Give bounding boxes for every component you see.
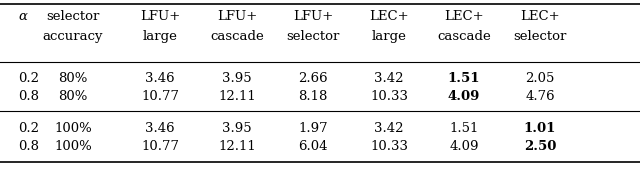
Text: selector: selector	[513, 30, 566, 43]
Text: 3.42: 3.42	[374, 72, 404, 85]
Text: LFU+: LFU+	[217, 10, 257, 23]
Text: large: large	[143, 30, 177, 43]
Text: α: α	[18, 10, 27, 23]
Text: 12.11: 12.11	[218, 140, 256, 153]
Text: 3.95: 3.95	[222, 122, 252, 135]
Text: 3.46: 3.46	[145, 72, 175, 85]
Text: large: large	[372, 30, 406, 43]
Text: 10.77: 10.77	[141, 90, 179, 103]
Text: 4.76: 4.76	[525, 90, 555, 103]
Text: 2.50: 2.50	[524, 140, 556, 153]
Text: 0.2: 0.2	[18, 72, 39, 85]
Text: 12.11: 12.11	[218, 90, 256, 103]
Text: LEC+: LEC+	[520, 10, 560, 23]
Text: 0.8: 0.8	[18, 140, 39, 153]
Text: 10.33: 10.33	[370, 140, 408, 153]
Text: 10.77: 10.77	[141, 140, 179, 153]
Text: 100%: 100%	[54, 140, 92, 153]
Text: 1.51: 1.51	[449, 122, 479, 135]
Text: 1.97: 1.97	[298, 122, 328, 135]
Text: LEC+: LEC+	[369, 10, 409, 23]
Text: 2.05: 2.05	[525, 72, 555, 85]
Text: selector: selector	[286, 30, 340, 43]
Text: selector: selector	[46, 10, 100, 23]
Text: 0.8: 0.8	[18, 90, 39, 103]
Text: 4.09: 4.09	[449, 140, 479, 153]
Text: cascade: cascade	[210, 30, 264, 43]
Text: LEC+: LEC+	[444, 10, 484, 23]
Text: 10.33: 10.33	[370, 90, 408, 103]
Text: 100%: 100%	[54, 122, 92, 135]
Text: 0.2: 0.2	[18, 122, 39, 135]
Text: 3.46: 3.46	[145, 122, 175, 135]
Text: 4.09: 4.09	[448, 90, 480, 103]
Text: LFU+: LFU+	[140, 10, 180, 23]
Text: 80%: 80%	[58, 72, 88, 85]
Text: 1.01: 1.01	[524, 122, 556, 135]
Text: 8.18: 8.18	[298, 90, 328, 103]
Text: 3.95: 3.95	[222, 72, 252, 85]
Text: LFU+: LFU+	[293, 10, 333, 23]
Text: 3.42: 3.42	[374, 122, 404, 135]
Text: cascade: cascade	[437, 30, 491, 43]
Text: 2.66: 2.66	[298, 72, 328, 85]
Text: accuracy: accuracy	[43, 30, 103, 43]
Text: 6.04: 6.04	[298, 140, 328, 153]
Text: 1.51: 1.51	[448, 72, 480, 85]
Text: 80%: 80%	[58, 90, 88, 103]
